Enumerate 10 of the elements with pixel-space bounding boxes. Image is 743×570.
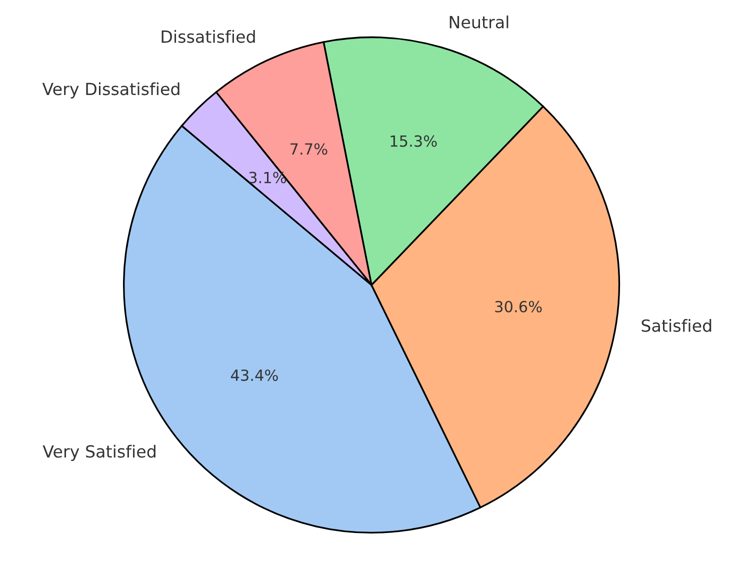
slice-label: Very Dissatisfied bbox=[42, 82, 180, 99]
slice-label: Very Satisfied bbox=[42, 444, 156, 461]
slice-label: Dissatisfied bbox=[162, 30, 255, 43]
data-label: 3.1% bbox=[249, 172, 286, 184]
data-label: 7.7% bbox=[290, 143, 328, 155]
slice-label: Neutral bbox=[450, 16, 508, 28]
slice-label: Satisfied bbox=[642, 319, 712, 332]
data-label: 15.3% bbox=[390, 135, 437, 147]
data-label: 43.4% bbox=[230, 369, 278, 382]
data-label: 30.6% bbox=[495, 300, 542, 312]
